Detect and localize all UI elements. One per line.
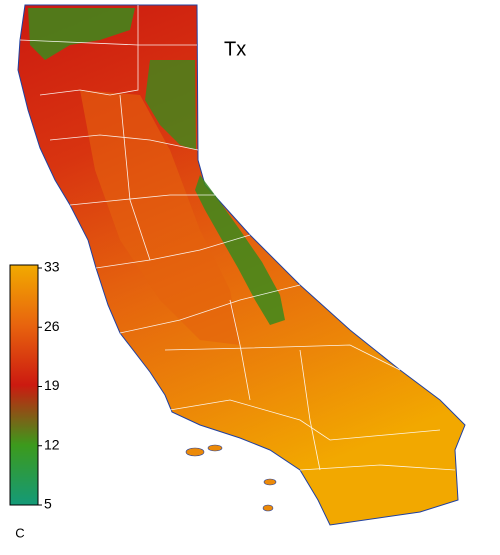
county-line	[95, 234, 251, 269]
colorbar	[9, 264, 39, 506]
county-line	[119, 284, 301, 334]
colorbar-unit: C	[15, 525, 24, 540]
sierra-band	[195, 175, 285, 325]
state-map	[17, 4, 466, 526]
colorbar-tick-label: 26	[44, 318, 60, 334]
county-line	[299, 464, 456, 471]
county-line	[119, 94, 151, 261]
county-line	[164, 344, 401, 371]
county-line	[69, 194, 215, 206]
county-line	[39, 5, 139, 96]
valley-floor	[80, 90, 240, 345]
colorbar-tick-label: 19	[44, 377, 60, 393]
island	[262, 504, 274, 512]
island	[185, 447, 205, 457]
county-line	[169, 399, 441, 441]
county-lines	[19, 5, 456, 471]
map-title: Tx	[224, 38, 246, 60]
county-line	[49, 134, 199, 151]
county-line	[229, 299, 251, 401]
colorbar-tick-label: 33	[44, 259, 60, 275]
island	[207, 444, 223, 452]
highland-north	[28, 8, 135, 60]
colorbar-tick-label: 12	[44, 436, 60, 452]
county-line	[299, 349, 321, 471]
channel-islands	[185, 444, 277, 512]
colorbar-tick-label: 5	[44, 496, 52, 512]
highland-northeast	[145, 60, 196, 150]
island	[263, 478, 277, 486]
